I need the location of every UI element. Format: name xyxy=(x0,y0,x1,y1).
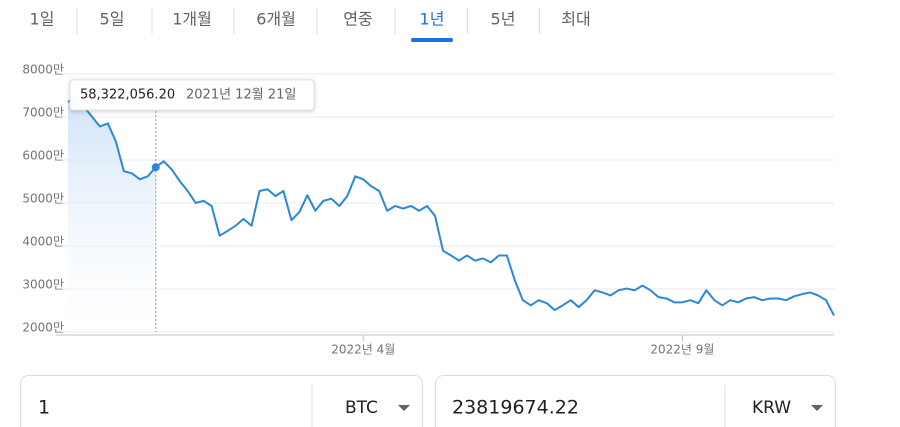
range-tabs: 1일 5일 1개월 6개월 연중 1년 5년 최대 xyxy=(30,8,591,42)
hover-area xyxy=(68,96,156,332)
dropdown-arrow[interactable] xyxy=(398,405,410,411)
y-tick-label: 4000만 xyxy=(22,235,64,249)
x-tick-label: 2022년 9월 xyxy=(650,343,714,357)
plot: 8000만 7000만 6000만 5000만 4000만 3000만 2000만 2022년… xyxy=(22,63,835,357)
range-tab[interactable]: 1개월 xyxy=(172,10,212,29)
y-tick-label: 6000만 xyxy=(22,149,64,163)
x-tick-label: 2022년 4월 xyxy=(331,343,395,357)
tooltip-value: 58,322,056.20 xyxy=(80,88,175,103)
active-indicator xyxy=(411,38,453,42)
range-tab[interactable]: 6개월 xyxy=(256,10,296,29)
range-tab[interactable]: 5년 xyxy=(491,10,516,29)
y-tick-label: 2000만 xyxy=(22,321,64,335)
range-tab[interactable]: 5일 xyxy=(100,10,125,29)
y-tick-label: 7000만 xyxy=(22,106,64,120)
converter: 1 BTC 23819674.22 KRW xyxy=(20,375,836,427)
from-unit[interactable]: BTC xyxy=(345,398,378,418)
to-unit[interactable]: KRW xyxy=(752,398,791,418)
range-tab[interactable]: 1년 xyxy=(420,10,445,29)
from-box[interactable] xyxy=(20,375,423,427)
to-amount[interactable]: 23819674.22 xyxy=(452,397,579,419)
y-tick-label: 3000만 xyxy=(22,278,64,292)
tooltip-date: 2021년 12월 21일 xyxy=(186,88,296,103)
dropdown-arrow[interactable] xyxy=(811,405,823,411)
cursor-dot xyxy=(151,163,160,172)
range-tab[interactable]: 최대 xyxy=(561,10,590,29)
to-box[interactable] xyxy=(435,375,836,427)
y-tick-label: 5000만 xyxy=(22,192,64,206)
y-tick-label: 8000만 xyxy=(22,63,64,77)
price-line xyxy=(67,95,835,317)
range-tab[interactable]: 연중 xyxy=(343,10,372,29)
from-amount[interactable]: 1 xyxy=(38,397,50,419)
range-tab[interactable]: 1일 xyxy=(30,10,55,29)
tooltip-box xyxy=(69,79,315,111)
